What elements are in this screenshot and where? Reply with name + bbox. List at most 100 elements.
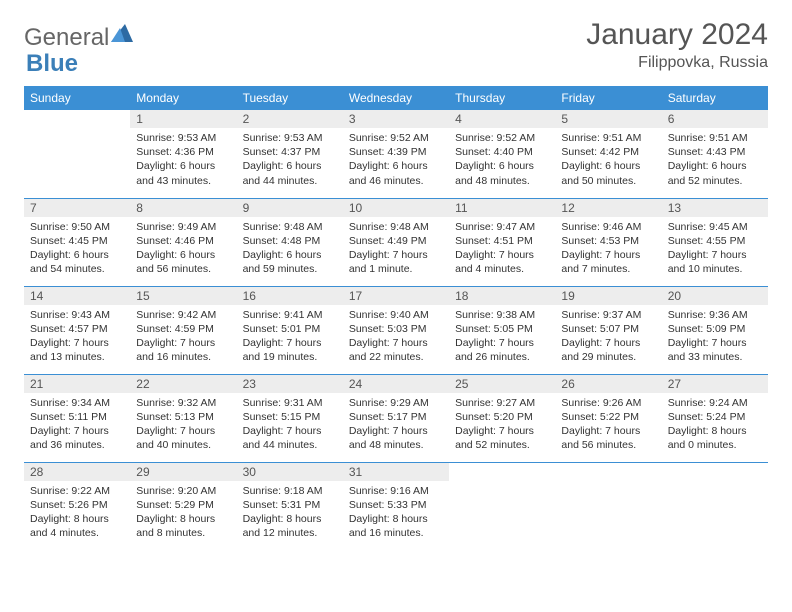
day-detail-line: Daylight: 8 hours	[668, 424, 762, 438]
day-detail-line: Sunrise: 9:53 AM	[243, 131, 337, 145]
day-details: Sunrise: 9:36 AMSunset: 5:09 PMDaylight:…	[662, 305, 768, 368]
day-detail-line: Daylight: 7 hours	[30, 336, 124, 350]
calendar-cell: 10Sunrise: 9:48 AMSunset: 4:49 PMDayligh…	[343, 198, 449, 286]
day-details: Sunrise: 9:40 AMSunset: 5:03 PMDaylight:…	[343, 305, 449, 368]
day-detail-line: Daylight: 7 hours	[561, 424, 655, 438]
day-detail-line: and 44 minutes.	[243, 438, 337, 452]
calendar-cell: 3Sunrise: 9:52 AMSunset: 4:39 PMDaylight…	[343, 110, 449, 198]
day-detail-line: and 22 minutes.	[349, 350, 443, 364]
day-number: 19	[555, 287, 661, 305]
day-number: 26	[555, 375, 661, 393]
day-details: Sunrise: 9:20 AMSunset: 5:29 PMDaylight:…	[130, 481, 236, 544]
day-details: Sunrise: 9:37 AMSunset: 5:07 PMDaylight:…	[555, 305, 661, 368]
weekday-header: Thursday	[449, 86, 555, 110]
day-details: Sunrise: 9:32 AMSunset: 5:13 PMDaylight:…	[130, 393, 236, 456]
day-details: Sunrise: 9:16 AMSunset: 5:33 PMDaylight:…	[343, 481, 449, 544]
calendar-cell: 19Sunrise: 9:37 AMSunset: 5:07 PMDayligh…	[555, 286, 661, 374]
location: Filippovka, Russia	[586, 54, 768, 72]
day-detail-line: Daylight: 7 hours	[561, 248, 655, 262]
day-number: 29	[130, 463, 236, 481]
day-details: Sunrise: 9:24 AMSunset: 5:24 PMDaylight:…	[662, 393, 768, 456]
day-detail-line: Sunrise: 9:36 AM	[668, 308, 762, 322]
day-detail-line: and 4 minutes.	[455, 262, 549, 276]
day-detail-line: and 19 minutes.	[243, 350, 337, 364]
day-detail-line: and 12 minutes.	[243, 526, 337, 540]
day-detail-line: Daylight: 6 hours	[243, 159, 337, 173]
calendar-cell: .	[449, 462, 555, 550]
calendar-cell: 29Sunrise: 9:20 AMSunset: 5:29 PMDayligh…	[130, 462, 236, 550]
day-detail-line: and 29 minutes.	[561, 350, 655, 364]
day-number: 15	[130, 287, 236, 305]
calendar-cell: 18Sunrise: 9:38 AMSunset: 5:05 PMDayligh…	[449, 286, 555, 374]
month-title: January 2024	[586, 18, 768, 52]
day-detail-line: Sunrise: 9:52 AM	[349, 131, 443, 145]
day-detail-line: Sunset: 4:40 PM	[455, 145, 549, 159]
day-detail-line: Sunrise: 9:53 AM	[136, 131, 230, 145]
day-number: 30	[237, 463, 343, 481]
weekday-header: Wednesday	[343, 86, 449, 110]
weekday-header: Monday	[130, 86, 236, 110]
calendar-cell: 15Sunrise: 9:42 AMSunset: 4:59 PMDayligh…	[130, 286, 236, 374]
calendar-cell: 4Sunrise: 9:52 AMSunset: 4:40 PMDaylight…	[449, 110, 555, 198]
logo-triangle-icon	[111, 21, 133, 49]
weekday-header: Friday	[555, 86, 661, 110]
day-details: Sunrise: 9:18 AMSunset: 5:31 PMDaylight:…	[237, 481, 343, 544]
day-details: Sunrise: 9:29 AMSunset: 5:17 PMDaylight:…	[343, 393, 449, 456]
weekday-header: Sunday	[24, 86, 130, 110]
day-detail-line: Sunset: 5:26 PM	[30, 498, 124, 512]
day-detail-line: Daylight: 6 hours	[668, 159, 762, 173]
day-number: 12	[555, 199, 661, 217]
logo-text-2: Blue	[26, 50, 78, 77]
day-number: 5	[555, 110, 661, 128]
day-detail-line: and 13 minutes.	[30, 350, 124, 364]
calendar-cell: 16Sunrise: 9:41 AMSunset: 5:01 PMDayligh…	[237, 286, 343, 374]
day-detail-line: Sunrise: 9:49 AM	[136, 220, 230, 234]
day-detail-line: Daylight: 7 hours	[349, 424, 443, 438]
day-detail-line: Sunset: 5:31 PM	[243, 498, 337, 512]
day-detail-line: and 1 minute.	[349, 262, 443, 276]
day-number: 6	[662, 110, 768, 128]
day-detail-line: Daylight: 6 hours	[561, 159, 655, 173]
weekday-header: Tuesday	[237, 86, 343, 110]
day-detail-line: Sunset: 5:07 PM	[561, 322, 655, 336]
day-detail-line: and 36 minutes.	[30, 438, 124, 452]
calendar-row: 14Sunrise: 9:43 AMSunset: 4:57 PMDayligh…	[24, 286, 768, 374]
day-detail-line: Sunset: 5:01 PM	[243, 322, 337, 336]
day-detail-line: Daylight: 7 hours	[136, 424, 230, 438]
day-detail-line: and 59 minutes.	[243, 262, 337, 276]
day-number: 28	[24, 463, 130, 481]
day-detail-line: and 48 minutes.	[455, 174, 549, 188]
day-details: Sunrise: 9:42 AMSunset: 4:59 PMDaylight:…	[130, 305, 236, 368]
day-detail-line: Sunset: 5:05 PM	[455, 322, 549, 336]
day-detail-line: and 7 minutes.	[561, 262, 655, 276]
day-detail-line: Sunset: 5:11 PM	[30, 410, 124, 424]
day-detail-line: Sunset: 4:39 PM	[349, 145, 443, 159]
day-details: Sunrise: 9:50 AMSunset: 4:45 PMDaylight:…	[24, 217, 130, 280]
day-detail-line: and 4 minutes.	[30, 526, 124, 540]
calendar-cell: 27Sunrise: 9:24 AMSunset: 5:24 PMDayligh…	[662, 374, 768, 462]
day-detail-line: Sunrise: 9:48 AM	[243, 220, 337, 234]
calendar-cell: 21Sunrise: 9:34 AMSunset: 5:11 PMDayligh…	[24, 374, 130, 462]
day-detail-line: Sunrise: 9:48 AM	[349, 220, 443, 234]
day-detail-line: Daylight: 7 hours	[30, 424, 124, 438]
day-detail-line: Sunrise: 9:50 AM	[30, 220, 124, 234]
day-detail-line: and 52 minutes.	[455, 438, 549, 452]
day-detail-line: Daylight: 8 hours	[30, 512, 124, 526]
day-detail-line: Sunrise: 9:16 AM	[349, 484, 443, 498]
day-number: 16	[237, 287, 343, 305]
day-detail-line: Sunrise: 9:45 AM	[668, 220, 762, 234]
day-details: Sunrise: 9:52 AMSunset: 4:39 PMDaylight:…	[343, 128, 449, 191]
day-number: 27	[662, 375, 768, 393]
calendar-cell: 2Sunrise: 9:53 AMSunset: 4:37 PMDaylight…	[237, 110, 343, 198]
day-number: 9	[237, 199, 343, 217]
day-detail-line: Daylight: 7 hours	[243, 336, 337, 350]
day-detail-line: Sunrise: 9:46 AM	[561, 220, 655, 234]
day-detail-line: Daylight: 6 hours	[243, 248, 337, 262]
day-detail-line: Daylight: 6 hours	[455, 159, 549, 173]
calendar-cell: .	[24, 110, 130, 198]
calendar-cell: 25Sunrise: 9:27 AMSunset: 5:20 PMDayligh…	[449, 374, 555, 462]
day-detail-line: and 52 minutes.	[668, 174, 762, 188]
day-detail-line: Sunset: 4:57 PM	[30, 322, 124, 336]
day-number: 13	[662, 199, 768, 217]
calendar-row: .1Sunrise: 9:53 AMSunset: 4:36 PMDayligh…	[24, 110, 768, 198]
